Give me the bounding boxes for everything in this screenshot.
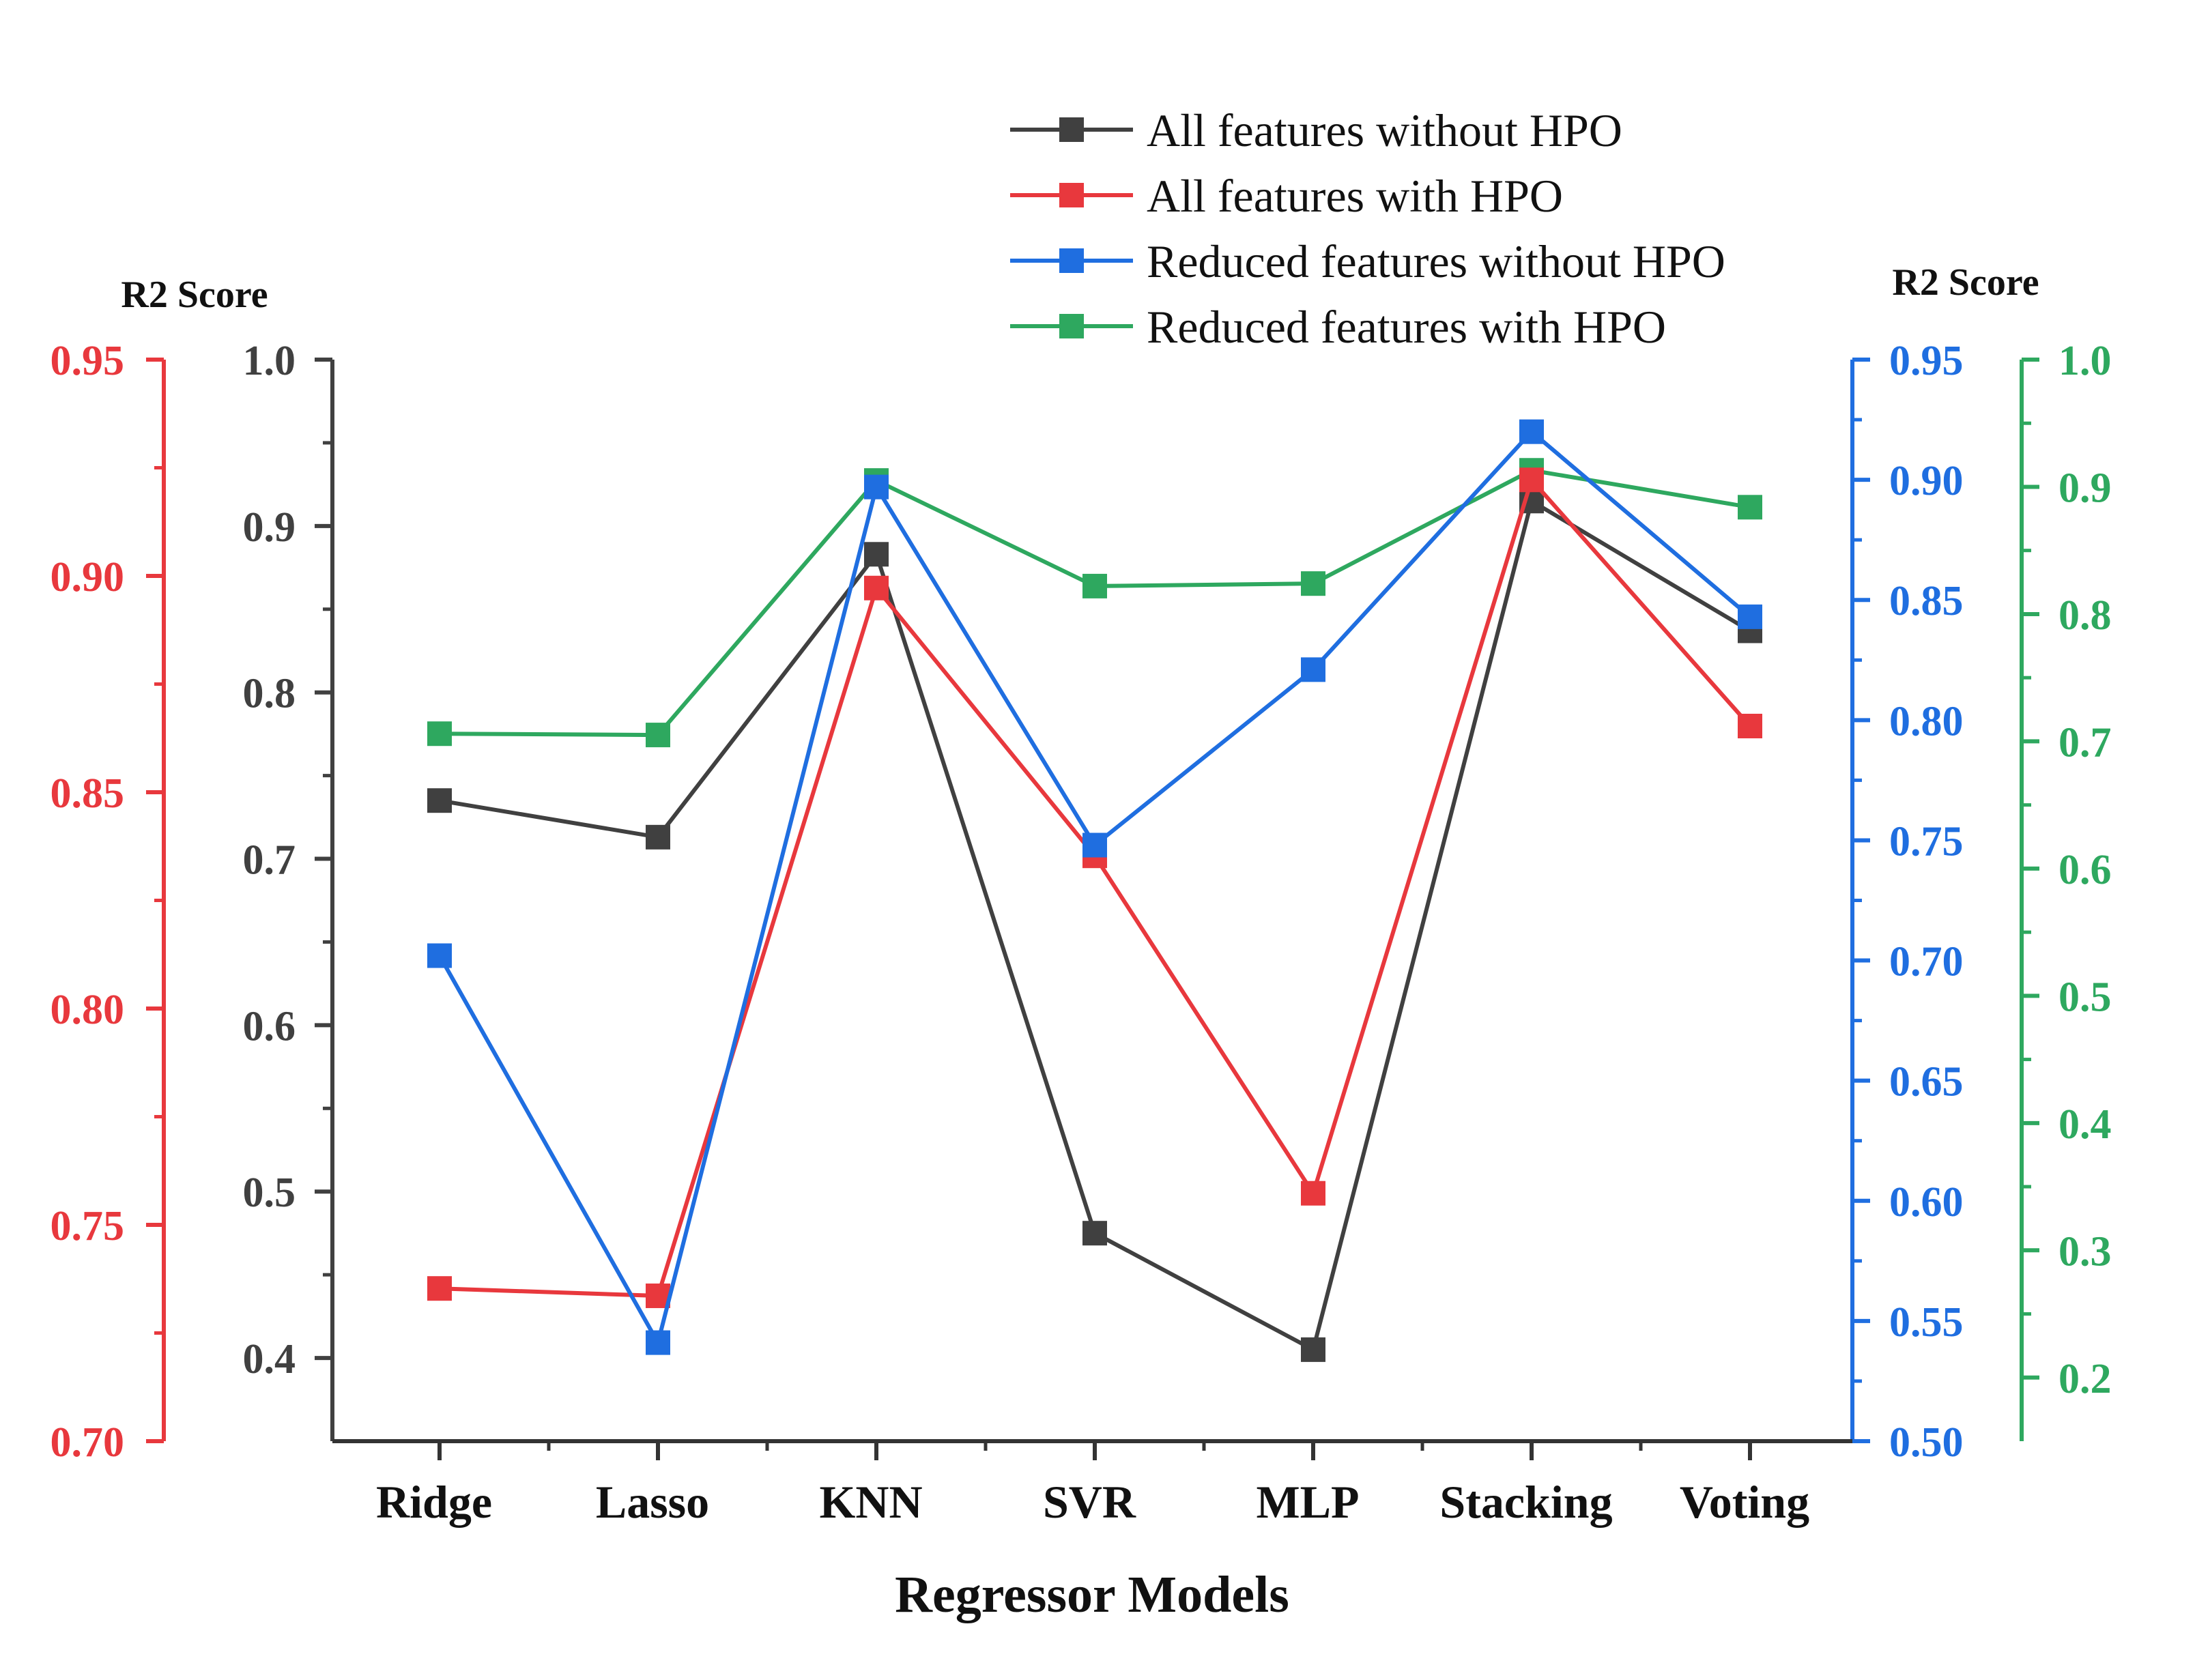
- green-tick-label: 0.8: [2058, 592, 2112, 639]
- data-point-ridge: [427, 721, 452, 747]
- series-layer: [427, 419, 1762, 1362]
- data-point-ridge: [427, 1276, 452, 1301]
- blue-tick-label: 0.90: [1889, 458, 1964, 504]
- legend-label: Reduced features with HPO: [1147, 301, 1666, 353]
- legend-label: All features without HPO: [1147, 104, 1622, 156]
- red-tick-label: 0.70: [51, 1419, 125, 1466]
- red-tick-label: 0.95: [51, 338, 125, 384]
- data-point-mlp: [1301, 1337, 1325, 1362]
- data-point-svr: [1082, 573, 1107, 598]
- series-line: [437, 429, 1751, 1345]
- data-point-svr: [1082, 832, 1107, 858]
- green-y-axis: 0.2 0.3 0.4 0.5 0.6 0.7 0.8 0.9 1.0: [2020, 338, 2112, 1441]
- black-tick-label: 0.8: [243, 671, 296, 717]
- data-point-svr: [1082, 1221, 1107, 1246]
- data-point-ridge: [427, 788, 452, 813]
- blue-tick-label: 0.85: [1889, 578, 1964, 624]
- legend-marker: [1059, 117, 1084, 142]
- blue-tick-label: 0.80: [1889, 698, 1964, 744]
- data-point-stacking: [1519, 467, 1544, 493]
- data-point-knn: [864, 474, 889, 499]
- data-point-mlp: [1301, 657, 1325, 682]
- legend-label: All features with HPO: [1147, 170, 1563, 222]
- category-label-mlp: MLP: [1256, 1476, 1359, 1528]
- green-tick-label: 0.5: [2058, 974, 2112, 1020]
- blue-tick-label: 0.70: [1889, 939, 1964, 985]
- data-point-stacking: [1519, 419, 1544, 444]
- legend-item: Reduced features without HPO: [1010, 235, 1725, 287]
- red-tick-label: 0.75: [51, 1203, 125, 1249]
- green-tick-label: 0.4: [2058, 1101, 2112, 1148]
- data-point-mlp: [1301, 571, 1325, 596]
- legend-marker: [1059, 183, 1084, 207]
- x-axis-title: Regressor Models: [895, 1566, 1289, 1623]
- category-label-stacking: Stacking: [1439, 1476, 1612, 1528]
- data-point-lasso: [646, 723, 670, 748]
- legend-item: All features with HPO: [1010, 170, 1563, 222]
- data-point-knn: [864, 575, 889, 600]
- legend-item: All features without HPO: [1010, 104, 1622, 156]
- blue-tick-label: 0.60: [1889, 1179, 1964, 1226]
- data-point-lasso: [646, 824, 670, 850]
- black-tick-label: 0.9: [243, 504, 296, 551]
- blue-y-axis: 0.50 0.55 0.60 0.65 0.70 0.75 0.80 0.85 0.90 0.95: [1850, 338, 1964, 1466]
- red-tick-label: 0.85: [51, 770, 125, 817]
- data-point-ridge: [427, 943, 452, 968]
- black-tick-label: 0.5: [243, 1170, 296, 1216]
- blue-tick-label: 0.55: [1889, 1299, 1964, 1346]
- black-tick-label: 0.4: [243, 1336, 296, 1382]
- data-point-lasso: [646, 1330, 670, 1355]
- legend-marker: [1059, 314, 1084, 338]
- black-tick-label: 1.0: [243, 338, 296, 384]
- x-axis: Ridge Lasso KNN SVR MLP Stacking Voting: [332, 1439, 1852, 1528]
- blue-tick-label: 0.95: [1889, 338, 1964, 384]
- legend: All features without HPO All features wit…: [1010, 104, 1725, 353]
- legend-marker: [1059, 248, 1084, 273]
- data-point-mlp: [1301, 1181, 1325, 1206]
- black-y-axis: 0.4 0.5 0.6 0.7 0.8 0.9 1.0: [243, 338, 334, 1441]
- category-label-voting: Voting: [1680, 1476, 1809, 1528]
- series-line: [439, 478, 1752, 1298]
- blue-tick-label: 0.50: [1889, 1419, 1964, 1466]
- green-tick-label: 0.6: [2058, 847, 2112, 893]
- data-point-voting: [1738, 713, 1762, 738]
- series-all-features-without-hpo: [427, 489, 1762, 1362]
- black-tick-label: 0.7: [243, 837, 296, 884]
- series-reduced-features-without-hpo: [427, 419, 1762, 1355]
- red-tick-label: 0.80: [51, 987, 125, 1033]
- category-label-ridge: Ridge: [376, 1476, 492, 1528]
- left-axis-title: R2 Score: [121, 274, 268, 316]
- black-tick-label: 0.6: [243, 1003, 296, 1049]
- category-label-lasso: Lasso: [596, 1476, 709, 1528]
- legend-item: Reduced features with HPO: [1010, 301, 1666, 353]
- green-tick-label: 0.3: [2058, 1228, 2112, 1275]
- axes-layer: 0.700.750.800.850.900.950.40.50.60.70.80…: [51, 338, 2112, 1528]
- series-reduced-features-with-hpo: [427, 458, 1762, 748]
- green-tick-label: 1.0: [2058, 338, 2112, 384]
- data-point-knn: [864, 542, 889, 567]
- category-label-svr: SVR: [1043, 1476, 1136, 1528]
- red-y-axis: 0.70 0.75 0.80 0.85 0.90 0.95: [51, 338, 166, 1466]
- right-axis-title: R2 Score: [1892, 261, 2039, 304]
- blue-tick-label: 0.75: [1889, 818, 1964, 865]
- red-tick-label: 0.90: [51, 554, 125, 600]
- green-tick-label: 0.9: [2058, 465, 2112, 511]
- green-tick-label: 0.7: [2058, 719, 2112, 766]
- blue-tick-label: 0.65: [1889, 1059, 1964, 1105]
- category-label-knn: KNN: [819, 1476, 922, 1528]
- data-point-voting: [1738, 495, 1762, 520]
- data-point-voting: [1738, 604, 1762, 629]
- series-line: [439, 468, 1751, 738]
- green-tick-label: 0.2: [2058, 1356, 2112, 1402]
- legend-label: Reduced features without HPO: [1147, 235, 1725, 287]
